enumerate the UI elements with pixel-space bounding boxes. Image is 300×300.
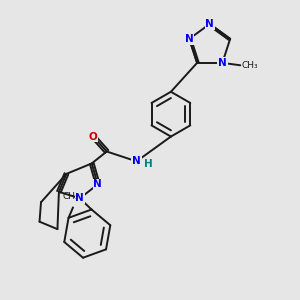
Text: O: O [89,132,98,142]
Text: CH₃: CH₃ [62,192,79,201]
Text: N: N [205,19,214,29]
Text: N: N [185,34,194,44]
Text: N: N [218,58,227,68]
Text: H: H [143,159,152,169]
Text: N: N [76,194,84,203]
Text: N: N [132,156,141,166]
Text: CH₃: CH₃ [242,61,258,70]
Text: N: N [93,179,102,189]
